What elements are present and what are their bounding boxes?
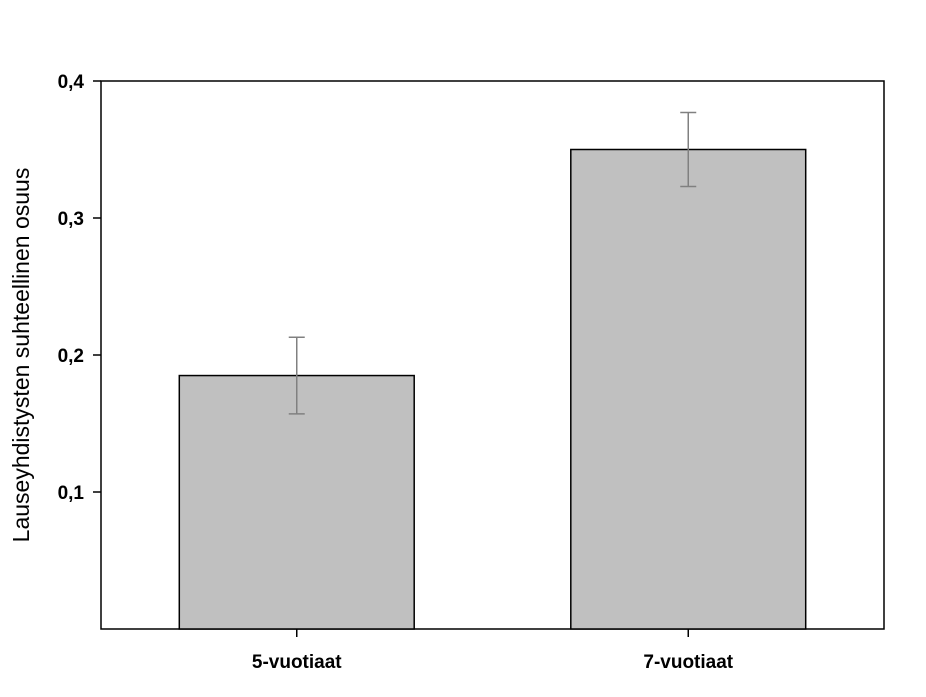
error-bars bbox=[288, 111, 697, 415]
y-tick-label: 0,3 bbox=[58, 209, 84, 230]
category-label: 7-vuotiaat bbox=[643, 652, 733, 673]
category-labels: 5-vuotiaat 7-vuotiaat bbox=[252, 652, 734, 673]
category-label: 5-vuotiaat bbox=[252, 652, 342, 673]
bar bbox=[570, 148, 807, 630]
y-tick-label: 0,2 bbox=[58, 346, 84, 367]
y-tick-label: 0,1 bbox=[58, 483, 85, 504]
y-tick-label: 0,4 bbox=[58, 72, 85, 93]
x-axis-ticks bbox=[296, 629, 689, 637]
y-axis-title: Lauseyhdistysten suhteellinen osuus bbox=[8, 168, 34, 543]
y-axis-ticks: 0,1 0,2 0,3 0,4 bbox=[58, 72, 101, 504]
bars bbox=[178, 148, 807, 630]
